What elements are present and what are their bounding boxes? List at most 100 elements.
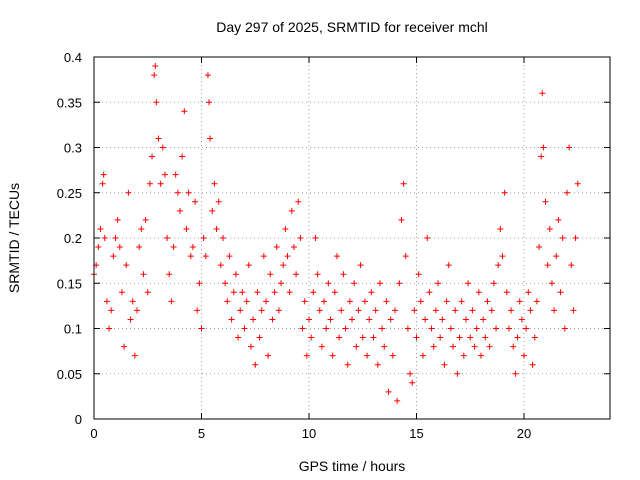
data-point [177,207,183,214]
data-point [164,235,171,241]
data-point [172,171,179,178]
axis-ticks [93,56,610,420]
data-point [106,325,113,332]
x-tick-label: 20 [517,426,531,441]
data-point [153,99,160,106]
data-point [215,198,222,205]
data-point [222,280,229,287]
data-point [409,379,416,386]
data-point [211,180,218,187]
data-point [411,307,418,314]
data-point [546,225,553,232]
data-point [561,325,568,332]
data-point [400,180,407,187]
x-tick-label: 15 [409,426,423,441]
data-point [428,325,435,332]
data-point [179,153,186,160]
data-point [482,334,489,341]
data-point [512,370,519,377]
data-point [152,63,159,70]
data-point [538,153,545,160]
data-point [327,316,334,323]
data-point [381,343,388,350]
data-point [572,235,579,241]
data-point [551,307,558,314]
data-point [404,325,411,332]
data-point [447,325,454,332]
data-point [123,262,130,269]
data-point [314,271,321,278]
data-point [256,334,263,341]
x-tick-label: 10 [302,426,316,441]
data-point [232,271,239,278]
data-point [521,352,527,359]
data-point [207,135,214,142]
data-point [574,180,581,187]
data-point [237,307,244,314]
data-point [206,99,213,106]
chart-title: Day 297 of 2025, SRMTID for receiver mch… [216,19,488,35]
data-point [295,198,302,205]
data-point [260,253,267,260]
y-tick-label: 0.3 [64,141,82,156]
data-point [189,244,196,251]
data-point [525,289,532,296]
data-point [456,334,463,341]
data-point [114,216,121,223]
data-point [501,189,508,196]
data-point [398,216,405,223]
data-point [157,180,164,187]
x-tick-label: 0 [90,426,97,441]
data-point [368,289,375,296]
data-point [344,361,351,368]
data-point [99,180,106,187]
y-tick-label: 0.4 [64,50,82,65]
data-point [129,298,136,305]
axis-tick-labels: 0 0.05 0.1 0.15 0.2 0.25 0.3 0.35 0.4 0 5 10 15 20 [57,50,532,441]
data-point [166,271,173,278]
data-point [480,316,487,323]
data-point [100,171,107,178]
data-point [95,244,102,251]
data-point [308,334,315,341]
data-point [288,207,295,214]
data-point [566,144,573,151]
y-tick-label: 0.15 [57,276,82,291]
data-point [389,352,396,359]
data-point [353,343,360,350]
data-point [265,352,272,359]
data-point [125,189,132,196]
data-point [144,289,151,296]
data-point [432,307,439,314]
data-point [273,244,280,251]
data-point [213,225,220,232]
data-point [239,289,246,296]
data-point [499,253,506,260]
data-point [181,108,188,115]
data-point [430,343,437,350]
data-point [333,253,340,260]
data-point [282,225,289,232]
data-point [155,135,162,142]
data-point [198,325,205,332]
data-point [136,244,143,251]
data-point [484,298,491,305]
data-point [441,361,448,368]
data-point [310,289,317,296]
data-point [407,370,414,377]
data-point [419,352,426,359]
data-point [387,316,394,323]
data-point [370,334,377,341]
data-point [149,153,156,160]
data-point [151,72,158,79]
data-point [445,262,452,269]
data-point [351,280,358,287]
data-point [516,298,523,305]
data-point [228,316,235,323]
data-point [383,298,390,305]
data-point [303,352,310,359]
data-point [280,262,287,269]
data-point [570,307,577,314]
data-point [217,262,224,269]
